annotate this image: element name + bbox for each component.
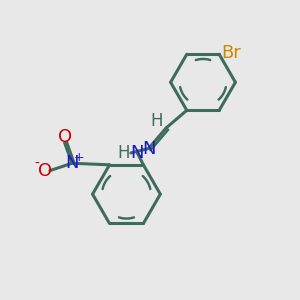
- Text: O: O: [58, 128, 72, 146]
- Text: O: O: [38, 162, 52, 180]
- Text: H: H: [117, 144, 129, 162]
- Text: H: H: [151, 112, 163, 130]
- Text: -: -: [35, 157, 40, 171]
- Text: N: N: [65, 154, 79, 172]
- Text: +: +: [73, 151, 84, 164]
- Text: N: N: [142, 140, 155, 158]
- Text: Br: Br: [221, 44, 241, 62]
- Text: N: N: [130, 144, 144, 162]
